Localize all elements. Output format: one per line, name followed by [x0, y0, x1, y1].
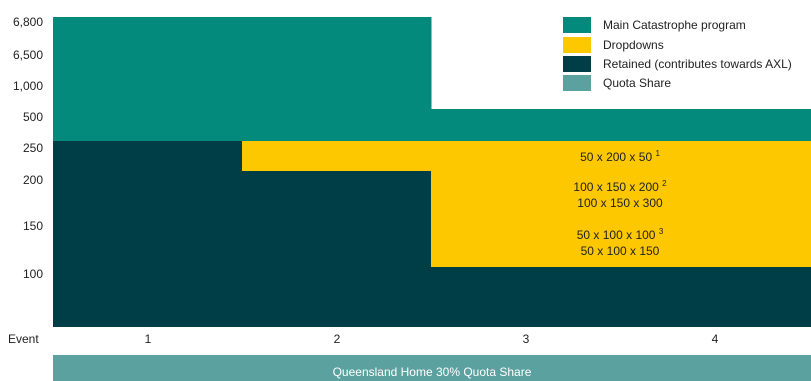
- x-tick-event-1: 1: [145, 332, 152, 346]
- y-tick-label: 100: [23, 267, 43, 281]
- legend-swatch-dropdown: [563, 37, 591, 53]
- legend-label-main: Main Catastrophe program: [603, 18, 746, 32]
- dropdown-layer-label: 50 x 200 x 50 1: [580, 149, 660, 164]
- retained-block-event-3: [431, 267, 621, 327]
- y-tick-label: 6,800: [13, 15, 43, 29]
- y-tick-label: 6,500: [13, 48, 43, 62]
- retained-block-event-2: [242, 171, 432, 327]
- legend-label-retained: Retained (contributes towards AXL): [603, 57, 792, 71]
- legend-label-dropdown: Dropdowns: [603, 38, 664, 52]
- dropdown-block-event-3: [431, 141, 621, 267]
- footnote-marker: 2: [662, 179, 667, 188]
- retained-block-event-4: [620, 267, 811, 327]
- retained-block-event-1: [53, 141, 243, 327]
- y-tick-label: 1,000: [13, 79, 43, 93]
- footnote-marker: 1: [655, 149, 660, 158]
- main-catastrophe-block-event-2: [242, 17, 432, 141]
- main-catastrophe-block-event-3: [431, 109, 621, 141]
- y-tick-label: 200: [23, 173, 43, 187]
- legend-label-quota: Quota Share: [603, 76, 671, 90]
- dropdown-layer-label: 100 x 150 x 200 2: [573, 179, 667, 194]
- quota-share-bar: [53, 355, 811, 381]
- dropdown-layer-label: 100 x 150 x 300: [577, 196, 663, 210]
- legend-swatch-quota: [563, 75, 591, 91]
- footnote-marker: 3: [659, 227, 664, 236]
- layer-blocks: [53, 17, 811, 327]
- y-tick-label: 150: [23, 219, 43, 233]
- x-tick-event-4: 4: [712, 332, 719, 346]
- dropdown-layer-label: 50 x 100 x 100 3: [577, 227, 664, 242]
- x-axis-title: Event: [8, 332, 39, 346]
- y-tick-label: 500: [23, 110, 43, 124]
- legend-swatch-retained: [563, 56, 591, 72]
- x-tick-event-3: 3: [523, 332, 530, 346]
- main-catastrophe-block-event-1: [53, 17, 243, 141]
- legend: Main Catastrophe program Dropdowns Retaine…: [563, 17, 792, 91]
- dropdown-labels: 50 x 200 x 50 1 100 x 150 x 200 2 100 x 15…: [573, 149, 667, 258]
- dropdown-block-event-2: [242, 141, 432, 171]
- legend-swatch-main: [563, 17, 591, 33]
- x-axis: Event 1 2 3 4: [8, 332, 719, 346]
- quota-share-label: Queensland Home 30% Quota Share: [333, 365, 532, 379]
- y-tick-label: 250: [23, 141, 43, 155]
- x-tick-event-2: 2: [334, 332, 341, 346]
- main-catastrophe-block-event-4: [620, 109, 811, 141]
- quota-share-band: Queensland Home 30% Quota Share: [53, 355, 811, 381]
- dropdown-block-event-4: [620, 141, 811, 267]
- y-axis-ticks: 6,800 6,500 1,000 500 250 200 150 100: [13, 15, 43, 281]
- dropdown-layer-label: 50 x 100 x 150: [581, 244, 660, 258]
